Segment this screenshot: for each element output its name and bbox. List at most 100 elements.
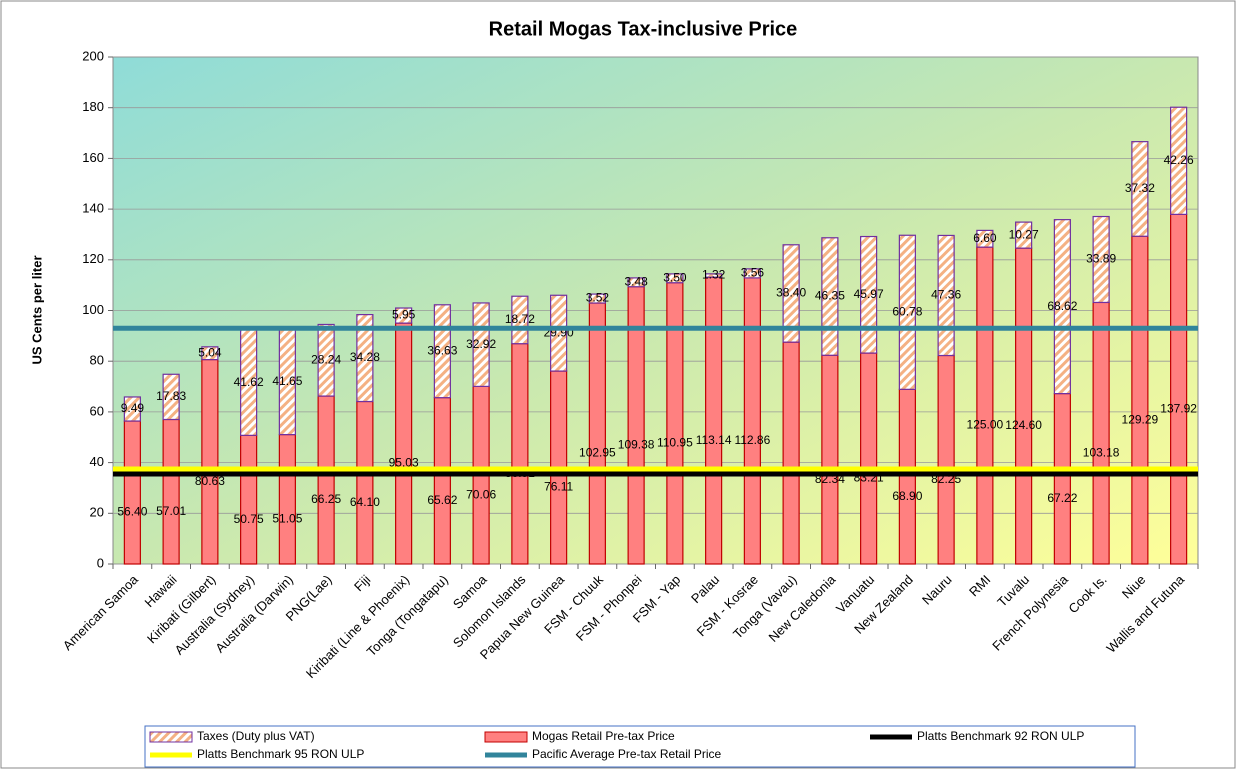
pretax-bar bbox=[705, 276, 723, 565]
tax-bar bbox=[1092, 215, 1110, 304]
data-label: 17.83 bbox=[156, 389, 186, 403]
pretax-bar bbox=[123, 420, 141, 565]
pretax-bar bbox=[743, 277, 761, 565]
tax-bar bbox=[1170, 106, 1188, 215]
data-label: 1.32 bbox=[702, 268, 726, 282]
pretax-bar bbox=[666, 282, 684, 565]
data-label: 80.63 bbox=[195, 474, 225, 488]
data-label: 3.48 bbox=[624, 274, 648, 288]
data-label: 124.60 bbox=[1005, 418, 1042, 432]
pretax-bar bbox=[511, 343, 529, 565]
data-label: 5.04 bbox=[198, 345, 222, 359]
data-label: 45.97 bbox=[854, 287, 884, 301]
data-label: 28.24 bbox=[311, 352, 341, 366]
legend-label: Pacific Average Pre-tax Retail Price bbox=[532, 747, 722, 761]
y-tick-label: 160 bbox=[82, 150, 104, 165]
tax-bar bbox=[627, 277, 645, 288]
data-label: 70.06 bbox=[466, 487, 496, 501]
tax-bar bbox=[550, 294, 568, 372]
y-tick-label: 20 bbox=[90, 505, 104, 520]
data-label: 95.03 bbox=[389, 456, 419, 470]
pretax-bar bbox=[1131, 235, 1149, 565]
data-label: 5.95 bbox=[392, 308, 416, 322]
tax-bar bbox=[898, 234, 916, 390]
data-label: 65.62 bbox=[427, 493, 457, 507]
data-label: 50.75 bbox=[234, 512, 264, 526]
pretax-bar bbox=[588, 302, 606, 565]
pretax-bar bbox=[356, 400, 374, 565]
tax-bar bbox=[743, 268, 761, 279]
y-tick-label: 60 bbox=[90, 403, 104, 418]
data-label: 109.38 bbox=[618, 438, 655, 452]
tax-bar bbox=[705, 273, 723, 278]
data-label: 102.95 bbox=[579, 446, 616, 460]
tax-bar bbox=[976, 229, 994, 248]
pretax-bar bbox=[937, 354, 955, 565]
y-axis-label: US Cents per liter bbox=[29, 255, 44, 364]
pretax-bar bbox=[317, 395, 335, 565]
data-label: 36.63 bbox=[427, 343, 457, 357]
pretax-bar bbox=[860, 352, 878, 565]
y-tick-label: 100 bbox=[82, 302, 104, 317]
tax-bar bbox=[937, 234, 955, 357]
data-label: 112.86 bbox=[734, 433, 770, 447]
data-label: 66.25 bbox=[311, 492, 341, 506]
data-label: 42.26 bbox=[1164, 153, 1194, 167]
pretax-bar bbox=[201, 359, 219, 565]
chart-title: Retail Mogas Tax-inclusive Price bbox=[489, 18, 798, 40]
pretax-bar bbox=[1170, 213, 1188, 565]
data-label: 76.11 bbox=[544, 480, 573, 494]
data-label: 51.05 bbox=[272, 511, 302, 525]
legend-swatch bbox=[484, 731, 528, 743]
data-label: 41.65 bbox=[272, 374, 302, 388]
tax-bar bbox=[1015, 221, 1033, 249]
data-label: 57.01 bbox=[156, 504, 186, 518]
tax-bar bbox=[162, 373, 180, 421]
pretax-bar bbox=[821, 354, 839, 565]
pretax-bar bbox=[395, 322, 413, 565]
y-tick-label: 200 bbox=[82, 48, 104, 63]
data-label: 125.00 bbox=[967, 418, 1004, 432]
data-label: 18.72 bbox=[505, 312, 535, 326]
data-label: 3.52 bbox=[586, 291, 610, 305]
data-label: 38.40 bbox=[776, 286, 806, 300]
data-label: 129.29 bbox=[1122, 412, 1159, 426]
data-label: 32.92 bbox=[466, 337, 496, 351]
tax-bar bbox=[860, 235, 878, 354]
pretax-bar bbox=[278, 433, 296, 565]
tax-bar bbox=[666, 273, 684, 284]
data-label: 56.40 bbox=[117, 505, 147, 519]
legend-label: Platts Benchmark 92 RON ULP bbox=[917, 729, 1084, 743]
data-label: 113.14 bbox=[696, 433, 732, 447]
data-label: 6.60 bbox=[973, 231, 997, 245]
y-tick-label: 40 bbox=[90, 454, 104, 469]
pretax-bar bbox=[782, 341, 800, 565]
tax-bar bbox=[511, 295, 529, 345]
tax-bar bbox=[317, 323, 335, 397]
data-label: 33.89 bbox=[1086, 252, 1116, 266]
tax-bar bbox=[356, 314, 374, 403]
data-label: 68.90 bbox=[892, 489, 922, 503]
tax-bar bbox=[1053, 219, 1071, 395]
data-label: 47.36 bbox=[931, 288, 961, 302]
pretax-bar bbox=[976, 246, 994, 565]
data-label: 103.18 bbox=[1083, 445, 1120, 459]
pretax-bar bbox=[898, 388, 916, 565]
pretax-bar bbox=[433, 397, 451, 565]
y-tick-label: 120 bbox=[82, 251, 104, 266]
tax-bar bbox=[782, 244, 800, 343]
pretax-bar bbox=[162, 418, 180, 565]
tax-bar bbox=[201, 346, 219, 361]
data-label: 34.28 bbox=[350, 350, 380, 364]
tax-bar bbox=[123, 396, 141, 422]
legend-box bbox=[144, 725, 1136, 768]
data-label: 41.62 bbox=[234, 375, 264, 389]
y-tick-label: 0 bbox=[97, 555, 104, 570]
tax-bar bbox=[588, 293, 606, 304]
pretax-bar bbox=[1053, 392, 1071, 565]
pretax-bar bbox=[240, 434, 258, 565]
tax-bar bbox=[395, 307, 413, 324]
data-label: 37.32 bbox=[1125, 181, 1155, 195]
tax-bar bbox=[472, 302, 490, 387]
